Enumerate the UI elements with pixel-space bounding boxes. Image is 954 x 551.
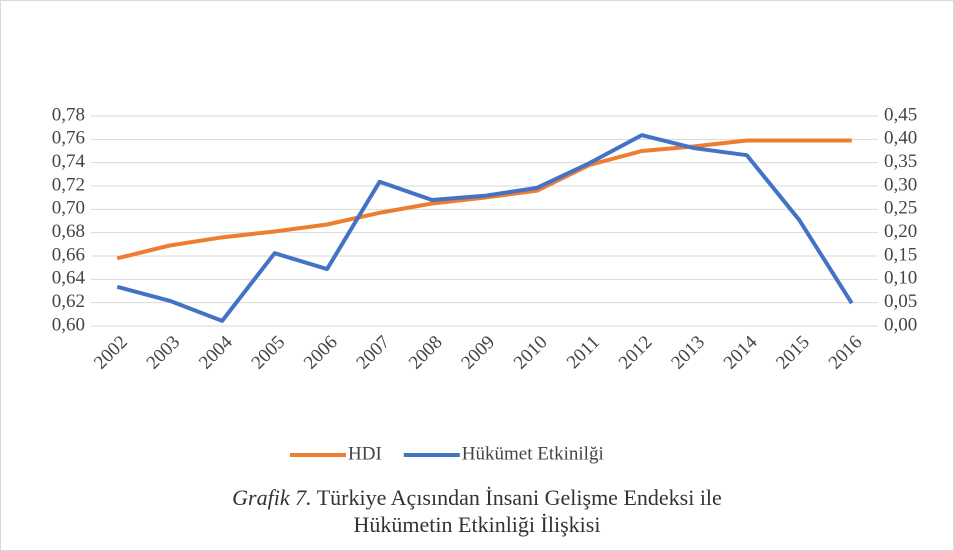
y2-tick-label: 0,20 [884, 221, 917, 242]
y-tick-label: 0,74 [52, 151, 86, 172]
series-line [116, 133, 854, 323]
y2-tick-label: 0,25 [884, 198, 917, 219]
legend-label: Hükümet Etkinilği [462, 443, 604, 464]
y2-tick-label: 0,05 [884, 291, 917, 312]
y2-tick-label: 0,35 [884, 151, 917, 172]
y-tick-label: 0,68 [52, 221, 85, 242]
y2-tick-label: 0,10 [884, 268, 917, 289]
y-tick-label: 0,78 [52, 104, 85, 125]
y2-tick-label: 0,00 [884, 314, 917, 335]
y-tick-label: 0,64 [52, 268, 86, 289]
y-tick-label: 0,60 [52, 314, 85, 335]
y2-tick-label: 0,45 [884, 104, 917, 125]
y2-tick-label: 0,40 [884, 128, 917, 149]
legend-label: HDI [348, 443, 382, 464]
y-tick-label: 0,76 [52, 128, 85, 149]
caption-line2: Hükümetin Etkinliği İlişkisi [354, 512, 601, 537]
y-tick-label: 0,70 [52, 198, 85, 219]
caption-text: Türkiye Açısından İnsani Gelişme Endeksi… [317, 485, 722, 510]
caption-line1: Grafik 7. Türkiye Açısından İnsani Geliş… [232, 485, 722, 510]
caption-label: Grafik 7. [232, 485, 311, 510]
y-tick-label: 0,72 [52, 174, 85, 195]
y-tick-label: 0,62 [52, 291, 85, 312]
y-tick-label: 0,66 [52, 244, 85, 265]
y2-tick-label: 0,30 [884, 174, 917, 195]
y2-tick-label: 0,15 [884, 244, 917, 265]
